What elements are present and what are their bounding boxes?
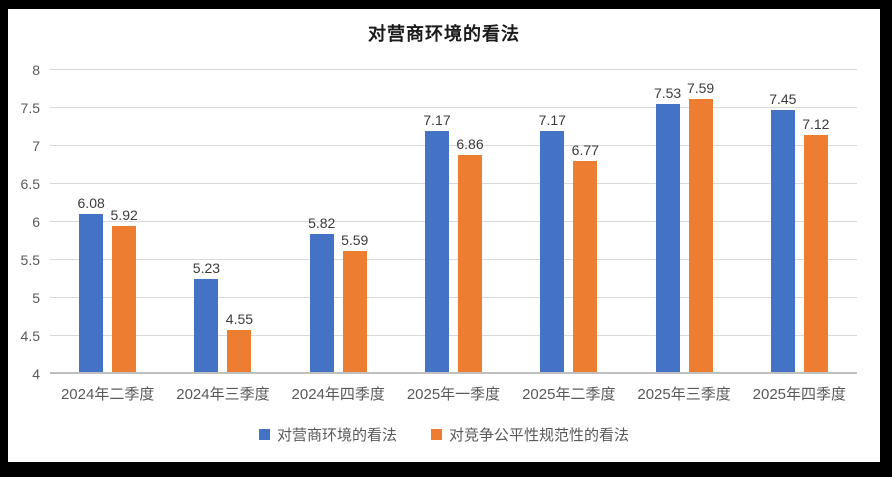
y-axis-tick-label: 5 [32, 290, 40, 306]
bar-series-1 [425, 131, 449, 372]
y-axis-tick-label: 6.5 [20, 176, 40, 192]
data-label-series-2: 4.55 [225, 311, 254, 328]
y-axis-tick-label: 7 [32, 138, 40, 154]
bar-series-2 [803, 134, 828, 372]
x-axis-line [50, 372, 857, 374]
y-axis-tick-label: 7.5 [20, 100, 40, 116]
gridline [50, 183, 857, 184]
data-label-series-2: 7.12 [802, 115, 830, 132]
data-label-series-2: 5.92 [110, 207, 138, 224]
x-axis-category-label: 2025年二季度 [522, 386, 616, 403]
data-label-series-1: 7.17 [538, 112, 566, 129]
legend-item-series-1: 对营商环境的看法 [258, 424, 397, 445]
bar-series-1 [770, 109, 795, 372]
legend-swatch-series-2 [431, 429, 442, 440]
bar-series-1 [655, 103, 680, 372]
bar-series-2 [227, 330, 252, 372]
bar-series-1 [309, 233, 334, 372]
y-axis-tick-label: 6 [32, 214, 40, 230]
data-label-series-1: 5.82 [308, 214, 336, 231]
gridline [50, 259, 857, 260]
data-label-series-1: 5.23 [192, 259, 221, 276]
gridline [50, 297, 857, 298]
bar-series-2 [688, 99, 713, 372]
x-axis-category-label: 2025年三季度 [637, 386, 731, 403]
y-axis-tick-label: 4 [32, 366, 40, 382]
legend-label-series-2: 对竞争公平性规范性的看法 [449, 427, 630, 444]
gridline [50, 145, 857, 146]
y-axis-tick-label: 5.5 [20, 252, 40, 268]
legend: 对营商环境的看法 对竞争公平性规范性的看法 [8, 424, 880, 445]
gridline [50, 221, 857, 222]
chart-frame: 对营商环境的看法 8 7.5 7 6.5 6 5.5 5 4.5 4 6.08 5.92 2024年二… [8, 9, 880, 462]
bar-series-2 [342, 251, 367, 372]
data-label-series-1: 6.08 [77, 194, 105, 211]
legend-swatch-series-1 [258, 429, 270, 440]
gridline [50, 69, 857, 70]
gridline [50, 335, 857, 336]
x-axis-category-label: 2024年四季度 [291, 386, 385, 403]
data-label-series-1: 7.53 [653, 84, 682, 101]
legend-label-series-1: 对营商环境的看法 [276, 427, 397, 444]
gridline [50, 107, 857, 108]
data-label-series-2: 5.59 [341, 232, 369, 249]
data-label-series-2: 7.59 [686, 80, 715, 97]
y-axis-tick-label: 8 [32, 62, 40, 78]
bar-series-2 [112, 226, 137, 372]
data-label-series-2: 6.86 [456, 135, 484, 152]
data-label-series-1: 7.17 [423, 112, 451, 129]
x-axis-category-label: 2024年三季度 [176, 386, 270, 403]
bar-series-1 [540, 131, 565, 372]
chart-title: 对营商环境的看法 [368, 24, 520, 45]
x-axis-category-label: 2025年四季度 [752, 386, 847, 403]
bar-series-2 [573, 161, 598, 372]
x-axis-category-label: 2024年二季度 [60, 386, 155, 403]
bar-series-2 [458, 154, 482, 372]
data-label-series-1: 7.45 [769, 90, 797, 107]
data-label-series-2: 6.77 [571, 142, 599, 159]
bar-series-1 [194, 278, 219, 372]
plot-area: 8 7.5 7 6.5 6 5.5 5 4.5 4 6.08 5.92 2024年二季度 5.23 4.5… [21, 62, 857, 403]
x-axis-category-label: 2025年一季度 [406, 386, 501, 403]
legend-item-series-2: 对竞争公平性规范性的看法 [431, 424, 629, 445]
y-axis-tick-label: 4.5 [20, 328, 40, 344]
bar-series-1 [79, 213, 104, 372]
